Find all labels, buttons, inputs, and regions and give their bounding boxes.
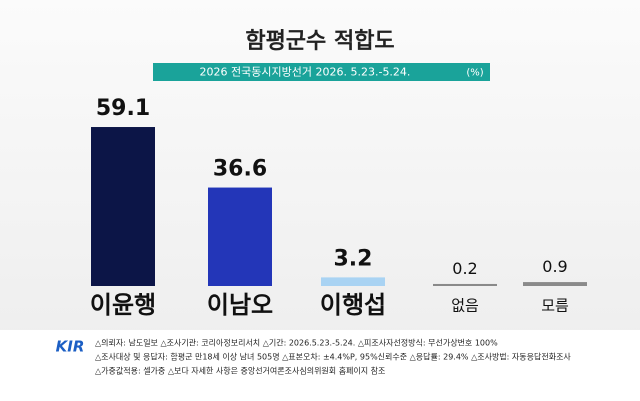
chart-title: 함평군수 적합도 — [245, 28, 394, 54]
value-label: 0.2 — [452, 259, 477, 278]
footnote: △가중값적용: 셀가중 △보다 자세한 사항은 중앙선거여론조사심의위원회 홈페… — [95, 366, 385, 376]
subtitle: 2026 전국동시지방선거 2026. 5.23.-5.24. — [200, 66, 411, 79]
category-label: 없음 — [451, 297, 479, 315]
bar — [523, 282, 587, 286]
footnote: △의뢰자: 남도일보 △조사기관: 코리아정보리서치 △기간: 2026.5.2… — [95, 338, 498, 348]
value-label: 59.1 — [96, 96, 150, 121]
category-label: 모름 — [541, 297, 569, 315]
unit: (%) — [466, 68, 483, 79]
value-label: 0.9 — [542, 257, 567, 276]
bar — [208, 187, 272, 286]
category-label: 이윤행 — [90, 291, 156, 319]
value-label: 36.6 — [213, 157, 267, 182]
bar — [91, 127, 155, 286]
value-label: 3.2 — [334, 246, 373, 271]
category-label: 이남오 — [207, 291, 273, 319]
bar — [433, 283, 497, 286]
footnote: △조사대상 및 응답자: 함평군 만18세 이상 남녀 505명 △표본오차: … — [95, 352, 571, 362]
category-label: 이행섭 — [320, 291, 386, 319]
footer-panel — [0, 330, 640, 401]
bar — [321, 277, 385, 286]
subtitle-banner — [153, 63, 490, 81]
logo: KIR — [56, 338, 85, 356]
